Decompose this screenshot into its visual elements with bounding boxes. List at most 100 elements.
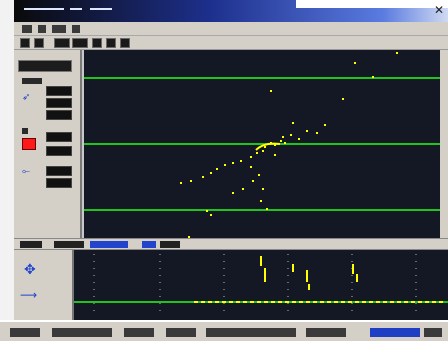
data-point [313, 301, 317, 303]
data-spike [352, 264, 354, 274]
toolbar-button[interactable] [54, 38, 70, 48]
data-point [354, 62, 356, 64]
toolbar [14, 36, 448, 50]
menu-item[interactable] [72, 25, 80, 33]
lower-tab[interactable] [160, 241, 180, 248]
data-point [316, 132, 318, 134]
panel-value-box[interactable] [46, 146, 72, 156]
data-point [342, 98, 344, 100]
data-point [372, 76, 374, 78]
data-spike [264, 268, 266, 282]
data-point [190, 180, 192, 182]
data-point [240, 160, 242, 162]
data-point [292, 122, 294, 124]
panel-value-box[interactable] [46, 178, 72, 188]
lower-control-panel: ✥ ⟶ [14, 250, 74, 320]
data-point [201, 301, 205, 303]
data-point [348, 301, 352, 303]
data-point [232, 192, 234, 194]
panel-value-box[interactable] [46, 98, 72, 108]
titlebar-text-glyph [24, 8, 64, 10]
menu-item[interactable] [38, 25, 46, 33]
toolbar-button[interactable] [72, 38, 88, 48]
data-point [252, 180, 254, 182]
data-spike [308, 284, 310, 290]
data-point [306, 130, 308, 132]
data-point [224, 164, 226, 166]
arrow-right-icon[interactable]: ⟶ [20, 288, 38, 302]
data-point [243, 301, 247, 303]
data-point [299, 301, 303, 303]
alert-color-swatch[interactable] [22, 138, 36, 150]
status-item[interactable] [206, 328, 296, 337]
data-point [188, 236, 190, 238]
data-point [362, 301, 366, 303]
data-point [229, 301, 233, 303]
lower-tab[interactable] [142, 241, 156, 248]
data-point [432, 301, 436, 303]
data-point [274, 154, 276, 156]
data-point [264, 301, 268, 303]
data-point [236, 301, 240, 303]
toolbar-button[interactable] [34, 38, 44, 48]
toolbar-button[interactable] [106, 38, 116, 48]
toolbar-button[interactable] [120, 38, 130, 48]
data-point [202, 176, 204, 178]
data-point [439, 301, 443, 303]
panel-value-box[interactable] [46, 86, 72, 96]
data-cluster [255, 142, 281, 151]
data-point [180, 182, 182, 184]
panel-value-box[interactable] [46, 166, 72, 176]
vertical-scrollbar[interactable] [440, 50, 448, 238]
toolbar-button[interactable] [92, 38, 102, 48]
cursor-icon: ➶ [22, 92, 31, 103]
panel-label-glyph [22, 128, 28, 134]
data-point [390, 301, 394, 303]
lower-tab[interactable] [54, 241, 84, 248]
data-spike [260, 256, 262, 266]
status-item[interactable] [52, 328, 112, 337]
data-point [411, 301, 415, 303]
status-item[interactable] [166, 328, 196, 337]
lower-plot-area[interactable] [74, 250, 448, 320]
data-point [396, 52, 398, 54]
data-point [341, 301, 345, 303]
close-icon[interactable]: ✕ [433, 3, 445, 17]
status-item[interactable] [10, 328, 40, 337]
data-point [383, 301, 387, 303]
data-point [260, 200, 262, 202]
cursor-icon[interactable]: ✥ [24, 262, 36, 278]
data-point [208, 301, 212, 303]
lower-tab[interactable] [20, 241, 42, 248]
data-point [266, 208, 268, 210]
main-plot-area[interactable] [84, 50, 448, 238]
data-point [280, 140, 282, 142]
data-point [274, 144, 276, 146]
data-point [324, 124, 326, 126]
status-item[interactable] [306, 328, 346, 337]
data-point [264, 146, 266, 148]
lower-tab[interactable] [90, 241, 128, 248]
toolbar-button[interactable] [20, 38, 30, 48]
data-spike [306, 270, 308, 282]
status-item[interactable] [424, 328, 442, 337]
data-point [355, 301, 359, 303]
menu-item[interactable] [22, 25, 32, 33]
panel-value-box[interactable] [46, 110, 72, 120]
data-point [256, 152, 258, 154]
menu-bar [14, 22, 448, 36]
status-item[interactable] [124, 328, 154, 337]
status-item[interactable] [370, 328, 420, 337]
status-bar [0, 320, 448, 341]
data-point [194, 301, 198, 303]
data-point [250, 156, 252, 158]
panel-header-control[interactable] [18, 60, 72, 72]
panel-value-box[interactable] [46, 132, 72, 142]
data-point [397, 301, 401, 303]
main-plot-chart [84, 52, 448, 238]
data-point [278, 301, 282, 303]
data-point [290, 134, 292, 136]
data-point [282, 136, 284, 138]
menu-item[interactable] [52, 25, 66, 33]
data-point [306, 301, 310, 303]
